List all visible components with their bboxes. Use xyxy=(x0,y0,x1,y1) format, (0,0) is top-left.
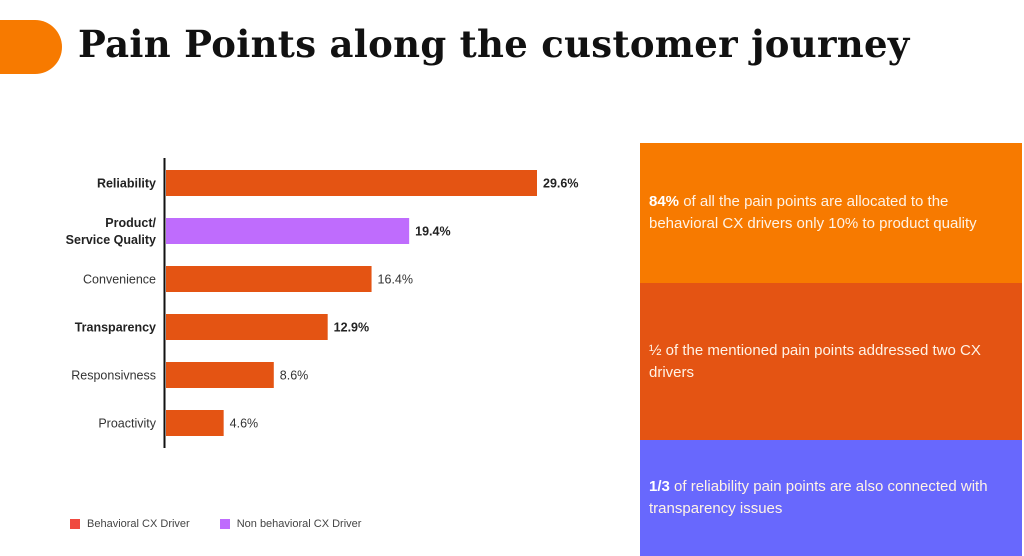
value-label-5: 4.6% xyxy=(230,417,258,431)
category-label-5: Proactivity xyxy=(98,417,156,431)
value-label-0: 29.6% xyxy=(543,177,578,191)
bar-1 xyxy=(166,218,410,244)
insight-panel-1: 84% of all the pain points are allocated… xyxy=(640,143,1022,283)
legend-label-behavioral: Behavioral CX Driver xyxy=(87,518,190,530)
insight-highlight-3: 1/3 xyxy=(649,478,670,495)
category-label-4: Responsivness xyxy=(71,369,156,383)
legend-label-non-behavioral: Non behavioral CX Driver xyxy=(236,518,362,530)
insight-panel-3: 1/3 of reliability pain points are also … xyxy=(640,440,1022,556)
bars-group: 29.6% Reliability 19.4% Product/Service Qua… xyxy=(66,170,578,436)
bar-4 xyxy=(166,362,274,388)
category-label-0: Reliability xyxy=(97,177,156,191)
accent-pill xyxy=(0,20,62,74)
insight-text-3: 1/3 of reliability pain points are also … xyxy=(649,476,1012,520)
bar-2 xyxy=(166,266,372,292)
value-label-4: 8.6% xyxy=(280,369,309,383)
insight-body-3: of reliability pain points are also conn… xyxy=(649,478,988,517)
legend-item-non-behavioral: Non behavioral CX Driver xyxy=(219,518,362,530)
value-label-1: 19.4% xyxy=(415,225,450,239)
value-label-3: 12.9% xyxy=(334,321,369,335)
category-label-1: Product/Service Quality xyxy=(66,216,157,247)
bar-5 xyxy=(166,410,224,436)
bar-0 xyxy=(166,170,537,196)
legend-item-behavioral: Behavioral CX Driver xyxy=(70,518,190,530)
insight-highlight-1: 84% xyxy=(649,193,680,210)
insight-text-1: 84% of all the pain points are allocated… xyxy=(649,191,1012,235)
bar-3 xyxy=(166,314,328,340)
insight-panel-2: ½ of the mentioned pain points addressed… xyxy=(640,283,1022,440)
category-label-3: Transparency xyxy=(75,321,156,335)
insight-body-2: ½ of the mentioned pain points addressed… xyxy=(649,341,981,381)
bar-chart: 29.6% Reliability 19.4% Product/Service Qua… xyxy=(66,158,578,448)
category-label-2: Convenience xyxy=(83,273,156,287)
page-title: Pain Points along the customer journey xyxy=(78,22,910,66)
value-label-2: 16.4% xyxy=(378,273,413,287)
insight-body-1: of all the pain points are allocated to … xyxy=(649,193,977,232)
legend-swatch-behavioral xyxy=(70,519,80,529)
insight-text-2: ½ of the mentioned pain points addressed… xyxy=(649,340,1012,384)
legend-swatch-non-behavioral xyxy=(219,519,230,529)
chart-legend: Behavioral CX Driver Non behavioral CX D… xyxy=(70,518,361,530)
